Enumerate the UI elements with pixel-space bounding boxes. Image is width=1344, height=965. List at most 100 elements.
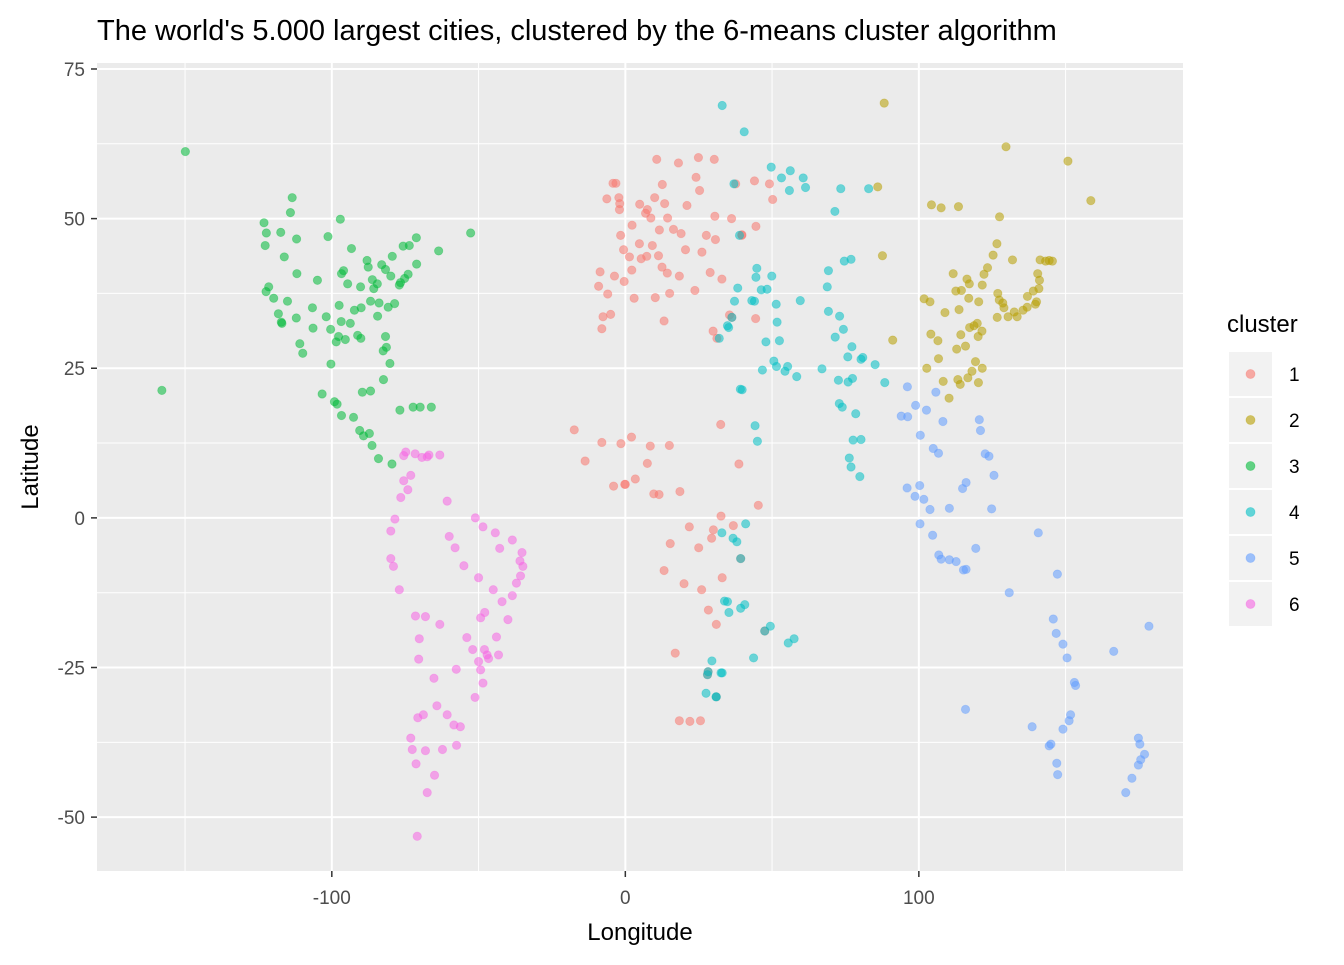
legend-title: cluster	[1227, 311, 1298, 338]
point-cluster-2	[1007, 255, 1018, 265]
point-cluster-3	[367, 275, 377, 285]
point-cluster-3	[282, 296, 293, 306]
point-cluster-1	[659, 316, 669, 326]
point-cluster-1	[708, 525, 718, 535]
point-cluster-4	[838, 324, 849, 334]
point-cluster-6	[414, 634, 424, 644]
point-cluster-2	[926, 329, 936, 339]
point-cluster-3	[364, 428, 374, 439]
point-cluster-3	[369, 284, 379, 294]
point-cluster-1	[674, 271, 684, 281]
point-cluster-3	[334, 300, 344, 310]
point-cluster-5	[902, 483, 912, 493]
point-cluster-6	[420, 612, 431, 622]
point-cluster-2	[940, 307, 950, 318]
point-cluster-1	[764, 179, 775, 189]
point-cluster-1	[694, 185, 705, 196]
point-cluster-6	[478, 522, 488, 532]
point-cluster-5	[936, 554, 946, 564]
point-cluster-6	[435, 450, 445, 460]
point-cluster-3	[383, 302, 393, 312]
point-cluster-1	[682, 200, 692, 211]
point-cluster-1	[630, 474, 640, 484]
point-cluster-1	[619, 276, 629, 287]
point-cluster-3	[336, 410, 347, 421]
point-cluster-1	[650, 293, 660, 303]
point-cluster-1	[726, 214, 737, 224]
point-cluster-1	[662, 268, 672, 278]
point-cluster-6	[476, 613, 486, 623]
point-cluster-1	[652, 154, 662, 164]
point-cluster-4	[785, 166, 795, 176]
point-cluster-6	[394, 585, 404, 595]
point-cluster-1	[603, 289, 613, 299]
point-cluster-3	[387, 459, 397, 469]
point-cluster-5	[902, 382, 912, 392]
point-cluster-1	[716, 511, 726, 521]
point-cluster-5	[1027, 722, 1037, 732]
point-cluster-5	[1121, 787, 1131, 798]
data-points	[157, 98, 1154, 841]
point-cluster-5	[1144, 621, 1154, 631]
point-cluster-1	[679, 579, 689, 589]
point-cluster-3	[365, 386, 376, 396]
point-cluster-2	[952, 344, 962, 354]
point-cluster-4	[767, 271, 777, 281]
point-cluster-3	[346, 243, 357, 254]
point-cluster-3	[415, 402, 425, 412]
point-cluster-5	[931, 387, 941, 397]
legend-label-1: 1	[1289, 365, 1300, 386]
point-cluster-5	[1051, 628, 1061, 638]
point-cluster-5	[960, 704, 971, 715]
point-cluster-1	[657, 179, 667, 190]
point-cluster-6	[493, 650, 504, 660]
plot-panel	[97, 63, 1183, 871]
point-cluster-4	[880, 378, 890, 388]
point-cluster-5	[921, 405, 932, 415]
point-cluster-5	[987, 504, 997, 514]
point-cluster-4	[703, 667, 713, 677]
point-cluster-1	[569, 425, 579, 435]
legend-label-6: 6	[1289, 595, 1300, 616]
x-axis: -100 0 100	[313, 871, 935, 909]
point-cluster-4	[729, 296, 740, 306]
point-cluster-1	[650, 193, 660, 203]
point-cluster-2	[972, 318, 982, 328]
point-cluster-2	[979, 269, 989, 279]
point-cluster-6	[444, 531, 454, 542]
point-cluster-3	[398, 241, 408, 251]
point-cluster-1	[705, 267, 715, 278]
point-cluster-5	[911, 400, 921, 410]
point-cluster-6	[429, 770, 440, 780]
point-cluster-3	[312, 275, 323, 285]
point-cluster-6	[459, 561, 469, 571]
point-cluster-4	[851, 409, 861, 419]
legend-marker-4	[1245, 507, 1256, 517]
point-cluster-6	[410, 449, 420, 459]
point-cluster-5	[1052, 569, 1062, 579]
point-cluster-2	[948, 269, 958, 279]
point-cluster-6	[451, 740, 462, 750]
point-cluster-4	[736, 603, 746, 613]
point-cluster-3	[434, 246, 444, 256]
point-cluster-2	[955, 379, 965, 390]
point-cluster-4	[784, 185, 794, 196]
point-cluster-3	[277, 318, 287, 328]
point-cluster-4	[752, 436, 763, 446]
point-cluster-1	[673, 158, 684, 168]
point-cluster-2	[1003, 312, 1013, 322]
point-cluster-3	[386, 271, 396, 281]
point-cluster-1	[768, 194, 778, 205]
point-cluster-6	[442, 496, 452, 506]
point-cluster-3	[180, 146, 190, 157]
point-cluster-2	[933, 354, 944, 364]
point-cluster-4	[771, 299, 781, 309]
point-cluster-1	[594, 281, 604, 291]
point-cluster-6	[442, 710, 452, 720]
point-cluster-6	[417, 452, 427, 463]
point-cluster-3	[261, 228, 271, 238]
y-tick-label: 25	[64, 359, 85, 380]
point-cluster-5	[928, 443, 938, 454]
point-cluster-4	[837, 402, 847, 412]
